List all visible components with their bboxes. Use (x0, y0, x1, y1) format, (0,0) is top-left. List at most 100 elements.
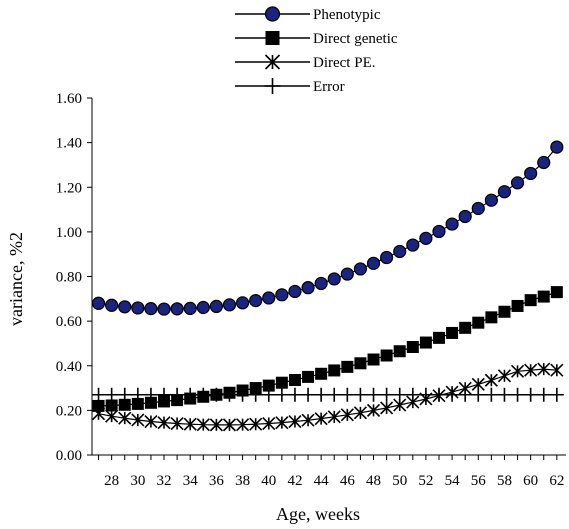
data-point-phenotypic (275, 288, 289, 302)
legend-marker-direct-pe (264, 54, 281, 70)
data-point-direct-genetic (92, 399, 105, 412)
y-tick-label: 1.20 (56, 180, 82, 196)
data-point-direct-pe (236, 418, 250, 432)
data-point-error (523, 387, 538, 402)
data-point-phenotypic (157, 302, 171, 316)
y-axis-title: variance, %2 (6, 232, 26, 326)
data-point-phenotypic (406, 238, 420, 252)
x-tick-label: 46 (340, 473, 356, 489)
data-point-direct-pe (157, 416, 171, 430)
data-point-direct-genetic (315, 367, 328, 380)
data-point-direct-genetic (550, 286, 563, 299)
data-point-phenotypic (471, 201, 485, 216)
data-point-phenotypic (484, 193, 498, 207)
data-point-phenotypic (458, 209, 472, 224)
data-point-error (353, 387, 368, 402)
data-point-error (549, 387, 564, 402)
x-tick-label: 48 (366, 473, 381, 489)
data-point-error (235, 387, 250, 402)
data-point-direct-genetic (262, 379, 275, 392)
x-tick-label: 36 (209, 473, 225, 489)
data-point-error (379, 387, 394, 402)
data-point-error (366, 387, 381, 402)
data-point-error (497, 387, 512, 402)
data-point-direct-pe (380, 401, 394, 415)
data-point-direct-genetic (524, 294, 537, 307)
data-point-direct-genetic (472, 316, 485, 329)
data-point-error (261, 387, 276, 402)
data-point-direct-pe (314, 412, 328, 426)
data-point-direct-pe (249, 417, 263, 431)
data-point-error (392, 387, 407, 402)
data-point-phenotypic (510, 176, 525, 190)
data-point-direct-pe (366, 403, 381, 417)
data-point-direct-pe (170, 416, 184, 431)
legend-marker-direct-genetic (265, 31, 280, 45)
data-point-error (170, 387, 185, 402)
x-tick-label: 38 (235, 473, 250, 489)
data-point-direct-genetic (446, 326, 459, 339)
data-point-phenotypic (209, 299, 223, 313)
data-point-error (196, 387, 211, 402)
data-point-error (209, 387, 224, 402)
data-point-direct-pe (118, 411, 132, 425)
data-point-phenotypic (91, 296, 106, 310)
data-point-phenotypic (327, 272, 341, 286)
data-point-error (340, 387, 355, 402)
x-tick-label: 32 (157, 473, 172, 489)
x-tick-label: 50 (392, 473, 407, 489)
x-tick-label: 56 (471, 473, 487, 489)
y-tick-label: 0.00 (56, 448, 82, 464)
y-tick-label: 1.00 (56, 225, 82, 241)
x-tick-label: 62 (549, 473, 564, 489)
data-point-phenotypic (131, 301, 145, 315)
legend-marker-error (264, 78, 281, 94)
x-tick-label: 40 (261, 473, 276, 489)
legend-label-direct-pe: Direct PE. (313, 55, 375, 71)
y-tick-label: 1.40 (56, 136, 82, 152)
data-point-phenotypic (183, 301, 197, 316)
data-point-error (445, 387, 460, 402)
data-point-direct-pe (340, 408, 354, 422)
data-point-direct-pe (262, 416, 276, 431)
data-point-phenotypic (235, 296, 250, 310)
data-point-direct-pe (196, 418, 210, 432)
y-tick-label: 0.40 (56, 359, 82, 375)
data-point-error (104, 387, 119, 402)
data-point-direct-pe (353, 406, 367, 420)
data-point-direct-genetic (511, 299, 524, 312)
data-point-direct-pe (288, 414, 302, 429)
data-point-phenotypic (105, 298, 119, 312)
data-point-error (91, 387, 106, 402)
data-point-direct-genetic (131, 397, 144, 410)
data-point-phenotypic (262, 291, 276, 305)
x-tick-label: 54 (445, 473, 461, 489)
y-tick-label: 0.20 (56, 403, 82, 419)
data-point-direct-genetic (354, 357, 367, 370)
x-tick-label: 30 (130, 473, 145, 489)
data-point-error (301, 387, 316, 402)
data-point-phenotypic (340, 267, 354, 281)
data-point-error (157, 387, 172, 402)
data-point-phenotypic (432, 224, 446, 239)
data-point-error (274, 387, 289, 402)
data-point-error (117, 387, 132, 402)
data-point-direct-pe (510, 364, 525, 378)
data-point-error (536, 387, 551, 402)
data-point-error (458, 387, 473, 402)
data-point-direct-genetic (432, 331, 445, 344)
data-point-direct-pe (497, 369, 512, 383)
data-point-phenotypic (497, 185, 512, 199)
data-point-phenotypic (419, 231, 433, 245)
legend-label-error: Error (313, 79, 345, 95)
legend-label-phenotypic: Phenotypic (313, 7, 381, 23)
data-point-direct-pe (105, 409, 119, 423)
x-tick-label: 52 (418, 473, 433, 489)
x-tick-label: 44 (314, 473, 330, 489)
data-point-error (183, 387, 198, 402)
data-point-phenotypic (393, 244, 407, 259)
data-point-phenotypic (445, 217, 459, 231)
data-point-phenotypic (170, 302, 184, 316)
data-point-error (287, 387, 302, 402)
